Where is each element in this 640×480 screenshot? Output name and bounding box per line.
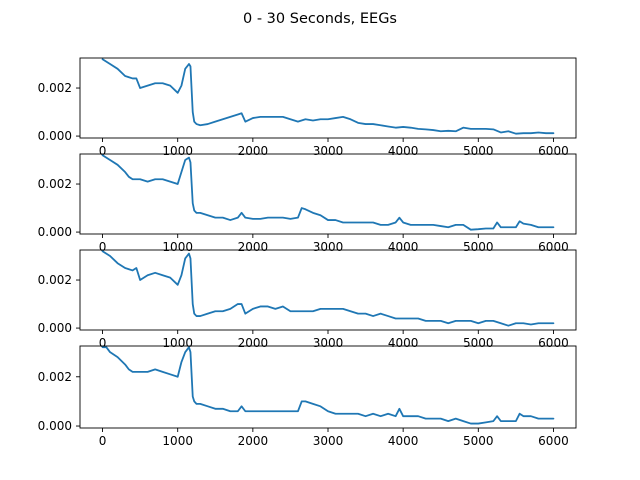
- subplot-3-ytick-label: 0.000: [38, 321, 72, 335]
- subplot-3-ytick-label: 0.002: [38, 273, 72, 287]
- subplot-1-xtick-label: 4000: [388, 144, 419, 158]
- subplot-4-xtick-label: 3000: [313, 434, 344, 448]
- subplot-3: 0 1000 2000 3000 4000 5000 6000 0.000 0.002: [38, 249, 577, 350]
- subplot-2-xtick-label: 5000: [463, 240, 494, 254]
- subplot-3-xtick-label: 6000: [538, 336, 569, 350]
- subplot-2-xtick-label: 3000: [313, 240, 344, 254]
- subplot-3-xtick-label: 0: [99, 336, 107, 350]
- subplot-1-xtick-label: 3000: [313, 144, 344, 158]
- subplot-3-xtick-label: 2000: [238, 336, 269, 350]
- subplot-2-ytick-label: 0.002: [38, 177, 72, 191]
- subplot-1-xtick-label: 1000: [162, 144, 193, 158]
- subplot-1-xtick-label: 6000: [538, 144, 569, 158]
- subplot-4-series-line: [101, 346, 555, 425]
- subplot-1: 0 1000 2000 3000 4000 5000 6000 0.000 0.002: [38, 57, 577, 158]
- subplot-1-xtick-label: 2000: [238, 144, 269, 158]
- subplot-1-xtick-label: 0: [99, 144, 107, 158]
- subplot-4-ytick-label: 0.002: [38, 370, 72, 384]
- subplot-3-series-line: [101, 250, 555, 327]
- subplot-2-xtick-label: 4000: [388, 240, 419, 254]
- subplot-grid: 0 1000 2000 3000 4000 5000 6000 0.000 0.002 0 1000…: [38, 57, 577, 448]
- subplot-4-xtick-label: 0: [99, 434, 107, 448]
- subplot-2-xtick-label: 0: [99, 240, 107, 254]
- figure-title: 0 - 30 Seconds, EEGs: [243, 11, 397, 27]
- subplot-2-ytick-label: 0.000: [38, 225, 72, 239]
- subplot-4-xtick-label: 1000: [162, 434, 193, 448]
- subplot-3-xtick-label: 4000: [388, 336, 419, 350]
- subplot-2: 0 1000 2000 3000 4000 5000 6000 0.000 0.002: [38, 153, 577, 254]
- subplot-4: 0 1000 2000 3000 4000 5000 6000 0.000 0.002: [38, 345, 577, 448]
- subplot-1-ytick-label: 0.002: [38, 81, 72, 95]
- subplot-1-xtick-label: 5000: [463, 144, 494, 158]
- subplot-2-xtick-label: 1000: [162, 240, 193, 254]
- subplot-4-ytick-label: 0.000: [38, 419, 72, 433]
- subplot-2-series-line: [101, 154, 555, 231]
- subplot-4-xtick-label: 6000: [538, 434, 569, 448]
- subplot-3-xtick-label: 5000: [463, 336, 494, 350]
- subplot-2-xtick-label: 2000: [238, 240, 269, 254]
- subplot-4-xtick-label: 2000: [238, 434, 269, 448]
- subplot-1-ytick-label: 0.000: [38, 129, 72, 143]
- subplot-4-xtick-label: 5000: [463, 434, 494, 448]
- subplot-1-series-line: [101, 58, 555, 135]
- subplot-3-xtick-label: 1000: [162, 336, 193, 350]
- subplot-2-xtick-label: 6000: [538, 240, 569, 254]
- subplot-4-xtick-label: 4000: [388, 434, 419, 448]
- subplot-3-xtick-label: 3000: [313, 336, 344, 350]
